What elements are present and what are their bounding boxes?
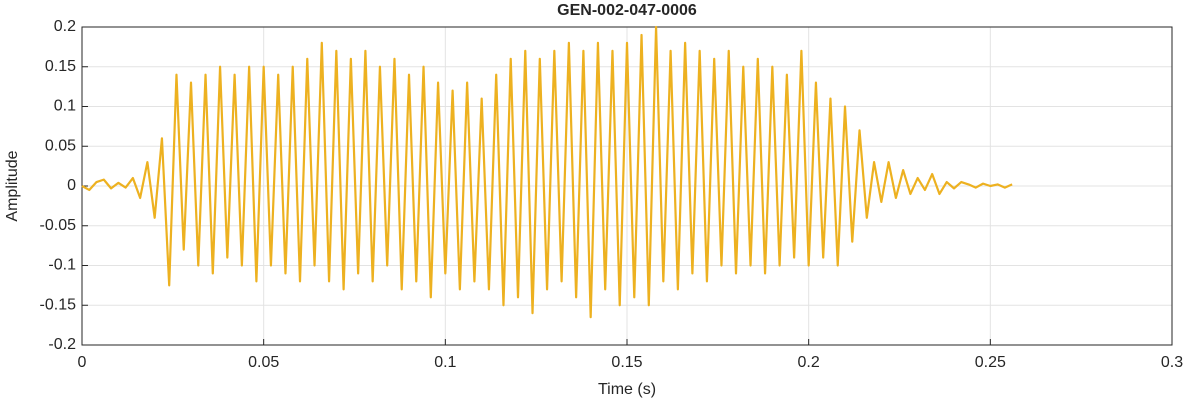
y-tick-label: 0.1: [54, 98, 76, 115]
x-tick-label: 0.25: [975, 354, 1006, 371]
y-axis-label: Amplitude: [4, 150, 21, 221]
x-tick-label: 0.1: [434, 354, 456, 371]
y-tick-label: -0.15: [40, 296, 77, 313]
x-tick-label: 0.2: [798, 354, 820, 371]
x-tick-label: 0: [78, 354, 87, 371]
x-tick-label: 0.3: [1161, 354, 1183, 371]
y-tick-label: 0.15: [45, 58, 76, 75]
waveform-line: [81, 25, 1013, 319]
x-axis-label: Time (s): [598, 381, 656, 398]
x-tick-label: 0.15: [611, 354, 642, 371]
y-tick-label: -0.05: [40, 217, 77, 234]
chart-title: GEN-002-047-0006: [557, 2, 697, 19]
y-tick-label: 0.05: [45, 137, 76, 154]
y-tick-label: 0: [67, 177, 76, 194]
y-tick-label: -0.1: [48, 257, 76, 274]
y-tick-label: -0.2: [48, 336, 76, 353]
x-tick-label: 0.05: [248, 354, 279, 371]
y-tick-label: 0.2: [54, 18, 76, 35]
